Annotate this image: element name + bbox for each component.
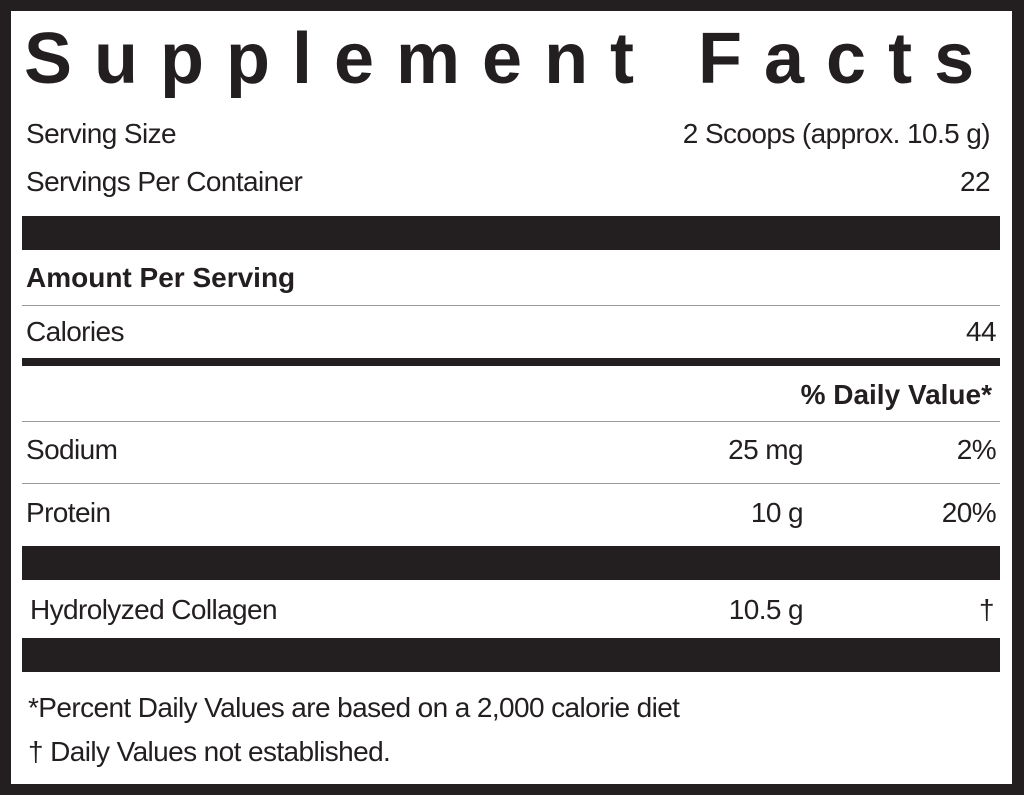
divider-bar	[22, 358, 1000, 366]
calories-label: Calories	[26, 316, 125, 347]
nutrient-dv: 20%	[941, 497, 997, 528]
ingredient-name: Hydrolyzed Collagen	[30, 594, 278, 625]
nutrient-amount: 10 g	[750, 497, 804, 528]
footnote-daily-values: *Percent Daily Values are based on a 2,0…	[28, 692, 680, 723]
calories-value: 44	[966, 316, 997, 347]
serving-size-label: Serving Size	[26, 118, 177, 149]
divider-bar	[22, 638, 1000, 672]
nutrient-amount: 25 mg	[728, 434, 803, 465]
daily-value-header: % Daily Value*	[800, 379, 992, 410]
ingredient-amount: 10.5 g	[728, 594, 804, 625]
nutrient-name: Sodium	[26, 434, 118, 465]
divider-line	[22, 421, 1000, 422]
divider-bar	[22, 546, 1000, 580]
servings-per-container-label: Servings Per Container	[26, 166, 303, 197]
footnote-not-established: † Daily Values not established.	[28, 736, 391, 767]
nutrient-dv: 2%	[956, 434, 997, 465]
divider-bar	[22, 216, 1000, 250]
divider-line	[22, 483, 1000, 484]
ingredient-dv: †	[979, 594, 995, 625]
label-title: Supplement Facts	[24, 19, 997, 99]
nutrient-name: Protein	[26, 497, 111, 528]
amount-per-serving-heading: Amount Per Serving	[26, 262, 296, 293]
servings-per-container-value: 22	[960, 166, 991, 197]
divider-line	[22, 305, 1000, 306]
serving-size-value: 2 Scoops (approx. 10.5 g)	[682, 118, 991, 149]
